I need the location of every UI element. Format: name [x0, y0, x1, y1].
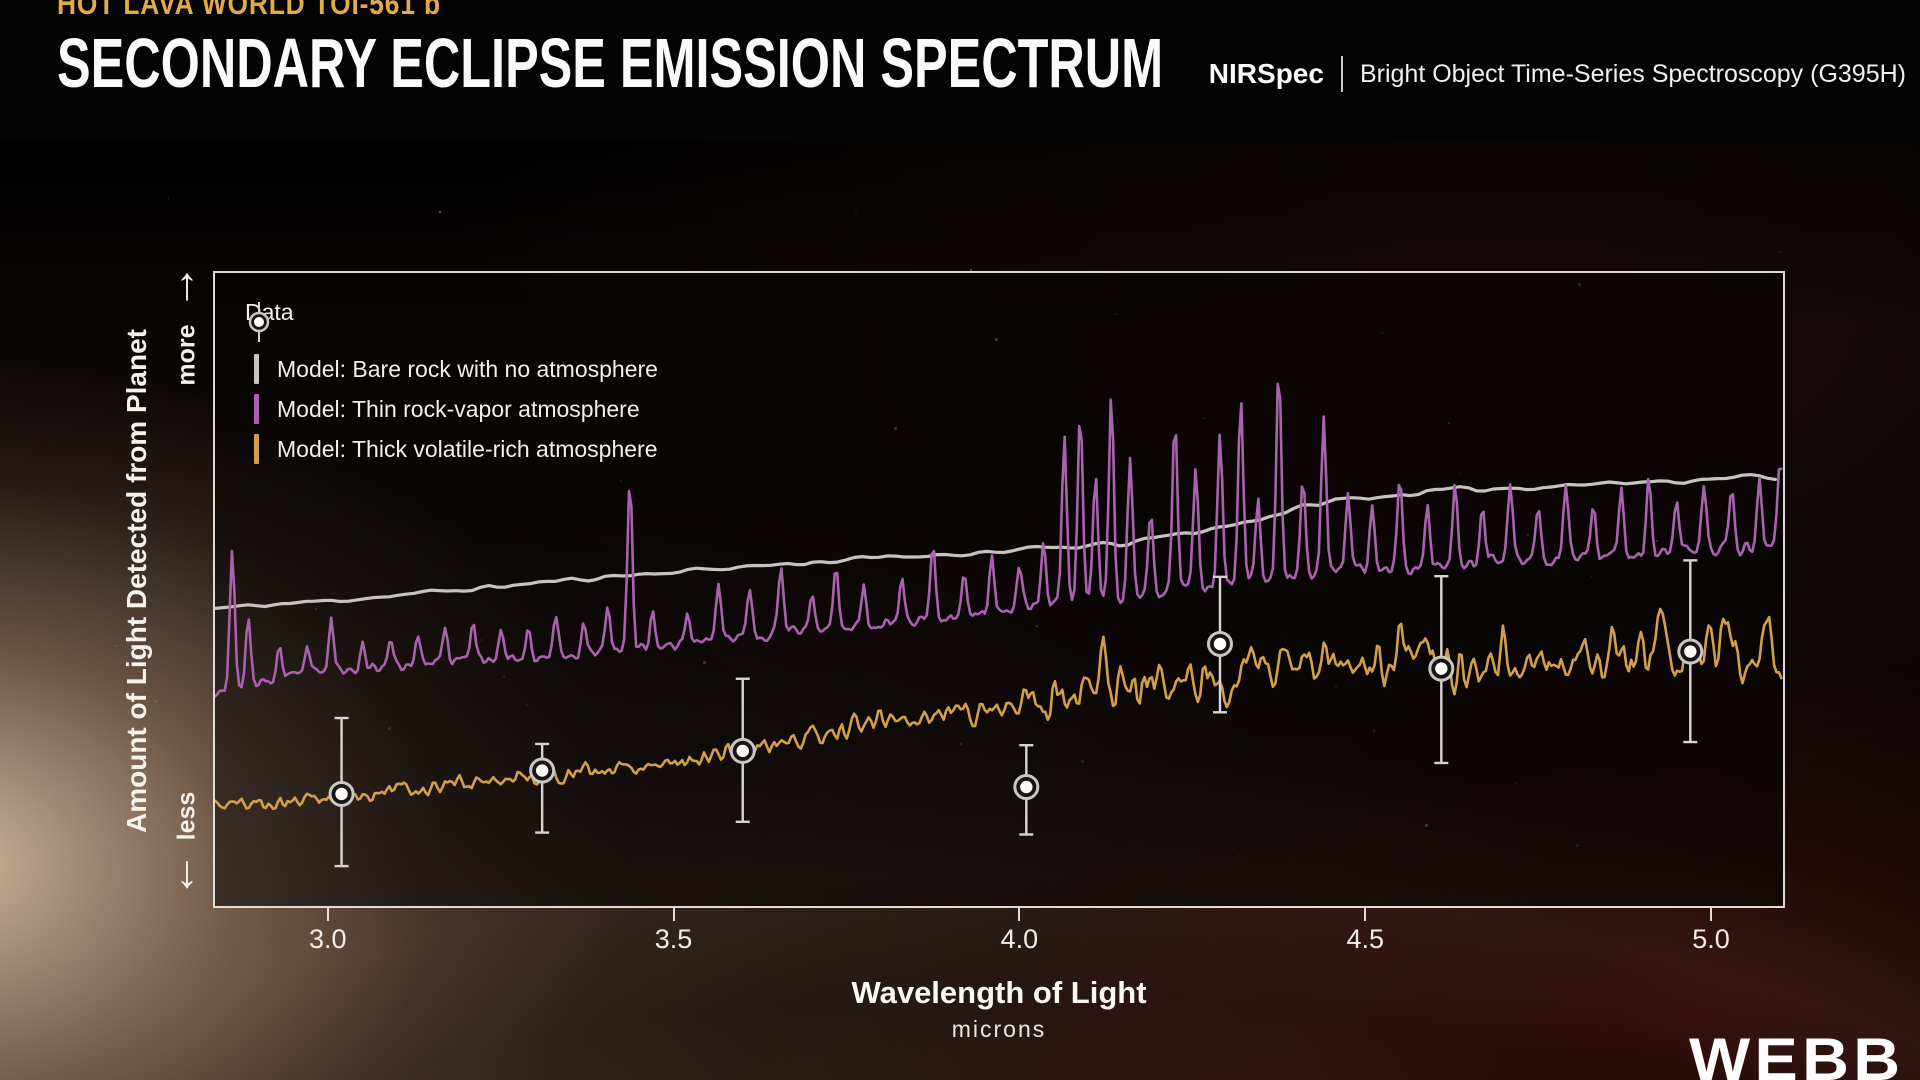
header: HOT LAVA WORLD TOI-561 b SECONDARY ECLIP… [0, 0, 1920, 141]
kicker-title: HOT LAVA WORLD TOI-561 b [57, 0, 441, 21]
divider [1340, 56, 1343, 92]
x-tick-label: 4.0 [1000, 924, 1039, 954]
x-tick-mark [672, 908, 675, 921]
x-tick-mark [326, 908, 329, 921]
star-speck [1875, 406, 1877, 408]
volatile-swatch-icon [254, 434, 259, 464]
data-point [729, 677, 756, 824]
x-tick-mark [1364, 908, 1367, 921]
data-point [1013, 744, 1040, 836]
bare-rock-swatch-icon [254, 354, 259, 384]
y-less-label: less [172, 791, 201, 841]
spectrum-chart [215, 382, 1783, 868]
x-axis-unit: microns [951, 1016, 1047, 1042]
legend-label: Model: Thick volatile-rich atmosphere [277, 435, 658, 462]
y-axis-label: Amount of Light Detected from Planet [121, 329, 152, 833]
star-speck [1551, 163, 1552, 164]
star-speck [115, 645, 117, 647]
model-line [215, 382, 1783, 698]
y-more-label: more [172, 324, 201, 386]
rock-vapor-swatch-icon [254, 394, 259, 424]
x-axis-label: Wavelength of Light [851, 975, 1147, 1010]
spectrum-plot: Data Model: Bare rock with no atmosphere… [213, 271, 1785, 908]
legend-item-bare-rock: Model: Bare rock with no atmosphere [254, 354, 658, 384]
x-tick-label: 3.5 [654, 924, 693, 954]
page-title: SECONDARY ECLIPSE EMISSION SPECTRUM [57, 24, 1164, 102]
data-point [328, 716, 355, 868]
star-speck [168, 198, 169, 199]
data-point [1677, 559, 1704, 744]
legend-item-rock-vapor: Model: Thin rock-vapor atmosphere [254, 394, 640, 424]
data-point [529, 742, 556, 834]
less-arrow-icon: ↓ [175, 845, 199, 897]
x-tick-label: 5.0 [1692, 924, 1730, 954]
star-speck [154, 700, 157, 703]
webb-logo: WEBB [1688, 1026, 1904, 1080]
star-speck [970, 269, 973, 272]
x-tick-label: 3.0 [308, 924, 347, 954]
x-tick-mark [1710, 908, 1713, 921]
star-speck [1779, 251, 1782, 254]
instrument-info: NIRSpec Bright Object Time-Series Spectr… [1209, 56, 1906, 92]
legend-label: Model: Bare rock with no atmosphere [277, 355, 658, 382]
data-point [1428, 575, 1455, 765]
data-point-icon [248, 302, 270, 342]
model-line [215, 473, 1778, 610]
legend-item-volatile: Model: Thick volatile-rich atmosphere [254, 434, 658, 464]
model-line [215, 607, 1783, 811]
more-arrow-icon: ↑ [175, 257, 199, 309]
data-point [1206, 575, 1233, 714]
instrument-mode: Bright Object Time-Series Spectroscopy (… [1359, 59, 1906, 88]
legend-item-data: Data [245, 299, 294, 342]
x-tick-label: 4.5 [1346, 924, 1385, 954]
star-speck [855, 210, 857, 212]
instrument-name: NIRSpec [1208, 58, 1324, 89]
x-tick-mark [1018, 908, 1021, 921]
legend-label: Model: Thin rock-vapor atmosphere [277, 395, 640, 422]
star-speck [439, 211, 442, 214]
